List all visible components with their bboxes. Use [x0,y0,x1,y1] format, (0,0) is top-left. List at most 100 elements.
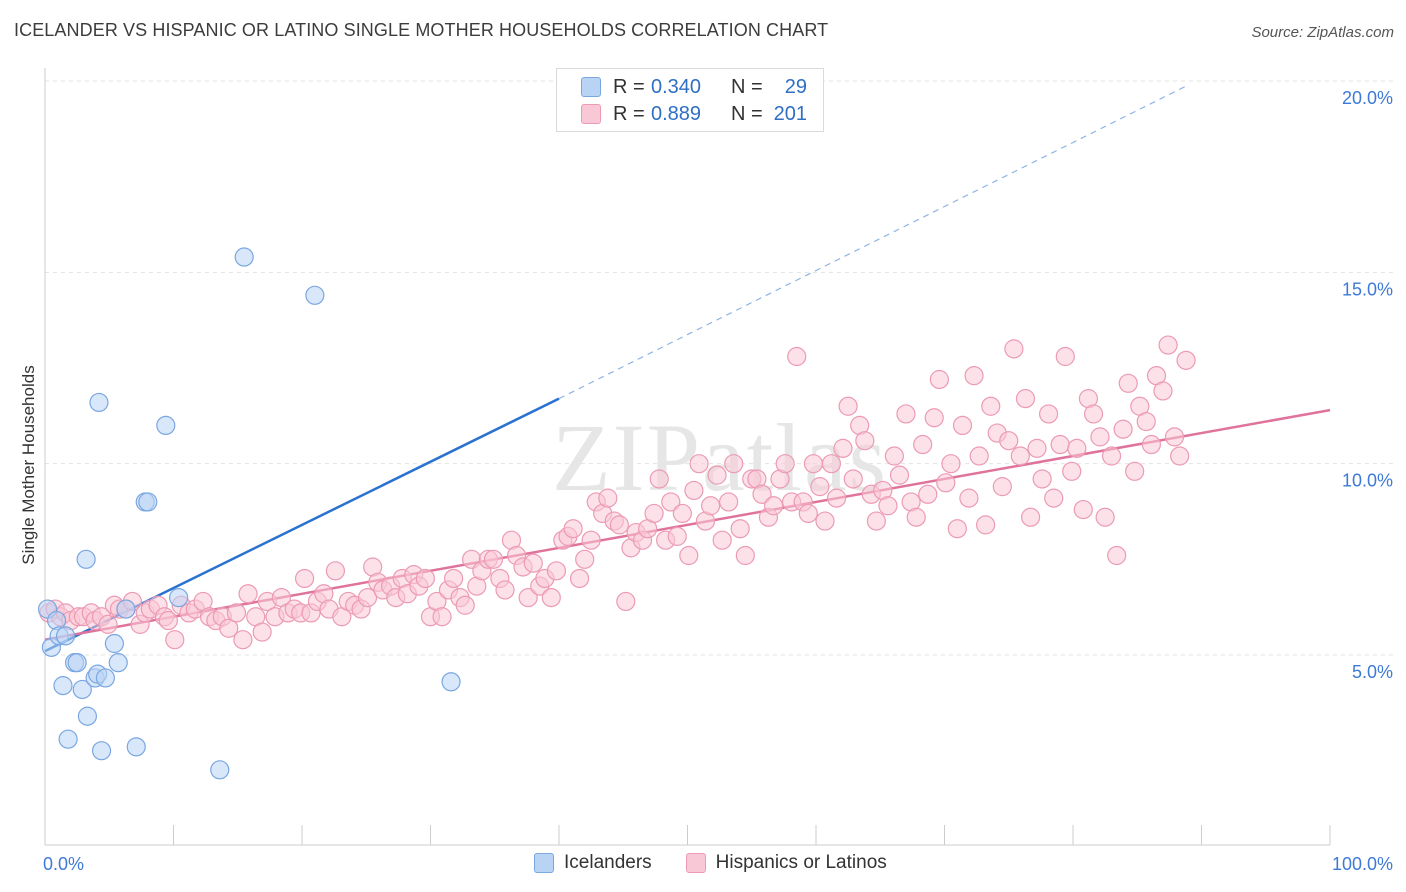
point-hispanics [238,584,258,604]
point-hispanics [752,484,772,504]
point-hispanics [165,630,185,650]
point-hispanics [941,454,961,474]
point-icelanders [77,706,98,726]
blue-swatch [534,853,554,873]
point-hispanics [878,496,898,516]
point-hispanics [826,488,847,508]
point-hispanics [1083,404,1104,424]
point-hispanics [455,595,475,615]
point-hispanics [913,434,933,455]
point-hispanics [976,515,996,535]
point-hispanics [803,454,824,474]
point-hispanics [233,630,253,650]
point-icelanders [55,626,76,646]
point-hispanics [959,488,979,508]
point-icelanders [138,492,158,512]
point-hispanics [924,408,944,428]
legend-row-hispanics: R = 0.889 N = 201 [581,102,807,126]
point-hispanics [843,469,863,489]
point-hispanics [707,465,727,485]
point-icelanders [116,599,136,619]
axes-layer [44,68,1331,846]
point-hispanics [787,346,807,367]
point-hispanics [616,591,636,612]
point-icelanders [91,741,112,761]
y-tick-label: 10.0% [1342,471,1393,491]
point-hispanics [541,587,561,608]
point-hispanics [918,484,938,504]
point-hispanics [889,465,910,485]
point-icelanders [169,587,189,608]
point-hispanics [563,519,583,539]
r-label: R = [613,75,645,98]
point-hispanics [609,515,629,535]
point-icelanders [76,549,96,569]
point-hispanics [575,549,595,569]
points-layer [37,247,1196,780]
point-hispanics [219,618,239,638]
point-hispanics [724,454,744,474]
point-icelanders [156,415,176,435]
point-icelanders [108,653,128,673]
point-icelanders [234,247,254,267]
point-hispanics [1015,389,1036,409]
point-hispanics [1055,346,1075,367]
point-hispanics [1170,446,1190,466]
point-hispanics [546,561,567,581]
legend-item-hispanics[interactable]: Hispanics or Latinos [685,852,887,874]
trendline-icelanders-extension [558,84,1189,400]
point-hispanics [992,477,1012,497]
point-hispanics [1032,469,1052,489]
point-hispanics [1141,434,1161,455]
r-label: R = [613,102,645,125]
point-icelanders [58,729,78,749]
point-hispanics [1010,446,1030,466]
point-hispanics [1004,339,1024,359]
point-hispanics [1062,461,1082,481]
point-hispanics [815,511,835,531]
point-hispanics [701,496,721,516]
n-label: N = [731,75,763,98]
legend-label-icelanders: Icelanders [564,852,652,873]
point-hispanics [1050,434,1070,455]
point-hispanics [325,561,346,581]
point-hispanics [684,480,704,501]
point-hispanics [432,607,452,627]
blue-swatch [581,77,601,97]
point-hispanics [415,568,435,589]
point-hispanics [999,431,1019,451]
point-icelanders [104,633,124,654]
point-hispanics [833,438,853,458]
point-hispanics [1153,381,1173,401]
point-hispanics [495,580,515,600]
point-hispanics [523,553,543,573]
point-hispanics [866,511,886,531]
point-hispanics [1027,438,1047,458]
point-hispanics [1095,507,1115,527]
point-hispanics [1101,446,1122,466]
point-hispanics [730,519,750,539]
point-hispanics [1164,427,1185,447]
chart-title: ICELANDER VS HISPANIC OR LATINO SINGLE M… [14,20,829,40]
point-hispanics [1090,427,1110,447]
legend-item-icelanders[interactable]: Icelanders [534,852,652,874]
point-hispanics [763,496,784,516]
n-value-hispanics: 201 [773,102,807,125]
point-hispanics [483,549,504,569]
r-value-hispanics: 0.889 [651,102,702,125]
point-hispanics [952,415,973,435]
series-legend: Icelanders Hispanics or Latinos [534,852,921,874]
point-icelanders [89,392,109,413]
point-hispanics [929,369,949,390]
point-hispanics [855,431,875,451]
point-hispanics [444,568,464,589]
point-icelanders [67,653,87,673]
point-hispanics [838,396,858,416]
point-hispanics [357,587,378,608]
point-hispanics [1176,350,1196,370]
point-hispanics [1158,335,1178,355]
x-tick-label: 100.0% [1332,854,1393,874]
point-hispanics [1113,419,1133,439]
n-value-icelanders: 29 [784,75,807,98]
